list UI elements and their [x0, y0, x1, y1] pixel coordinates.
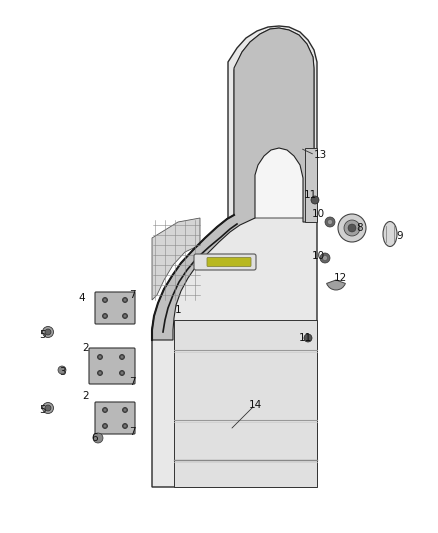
Circle shape	[45, 329, 51, 335]
Text: 2: 2	[83, 343, 89, 353]
Circle shape	[102, 297, 107, 303]
Circle shape	[99, 356, 101, 358]
Polygon shape	[152, 26, 317, 487]
Circle shape	[344, 220, 360, 236]
Polygon shape	[174, 320, 317, 487]
Circle shape	[124, 299, 126, 301]
FancyBboxPatch shape	[95, 402, 135, 434]
Circle shape	[102, 408, 107, 413]
Circle shape	[121, 356, 123, 358]
Polygon shape	[152, 218, 200, 300]
Text: 5: 5	[39, 330, 45, 340]
Wedge shape	[327, 280, 346, 290]
Polygon shape	[234, 28, 314, 218]
Circle shape	[99, 372, 101, 374]
Circle shape	[123, 424, 127, 429]
Ellipse shape	[383, 222, 397, 246]
Text: 10: 10	[311, 251, 325, 261]
Circle shape	[304, 334, 312, 342]
Circle shape	[120, 370, 124, 376]
Text: 8: 8	[357, 223, 363, 233]
Circle shape	[124, 425, 126, 427]
Circle shape	[104, 315, 106, 317]
Text: 11: 11	[304, 190, 317, 200]
Text: 13: 13	[313, 150, 327, 160]
Circle shape	[123, 297, 127, 303]
Circle shape	[42, 402, 53, 414]
Text: 11: 11	[298, 333, 311, 343]
FancyBboxPatch shape	[194, 254, 256, 270]
Text: 6: 6	[92, 433, 98, 443]
FancyBboxPatch shape	[95, 292, 135, 324]
Circle shape	[124, 409, 126, 411]
Circle shape	[42, 327, 53, 337]
Circle shape	[93, 433, 103, 443]
Circle shape	[320, 253, 330, 263]
Circle shape	[322, 255, 328, 261]
Circle shape	[325, 217, 335, 227]
Text: 7: 7	[129, 290, 135, 300]
Text: 9: 9	[397, 231, 403, 241]
Circle shape	[102, 424, 107, 429]
Circle shape	[123, 408, 127, 413]
Circle shape	[98, 370, 102, 376]
Circle shape	[124, 315, 126, 317]
Polygon shape	[152, 28, 317, 340]
Text: 7: 7	[129, 377, 135, 387]
Text: 7: 7	[129, 427, 135, 437]
Circle shape	[104, 409, 106, 411]
Circle shape	[348, 224, 356, 232]
Circle shape	[45, 405, 51, 411]
Circle shape	[58, 366, 66, 374]
Text: 10: 10	[311, 209, 325, 219]
Text: 2: 2	[83, 391, 89, 401]
Circle shape	[338, 214, 366, 242]
Circle shape	[328, 220, 332, 224]
Text: 12: 12	[333, 273, 346, 283]
Polygon shape	[305, 148, 317, 222]
Text: 5: 5	[39, 405, 45, 415]
Circle shape	[311, 196, 319, 204]
Circle shape	[104, 299, 106, 301]
Circle shape	[102, 313, 107, 319]
Text: 14: 14	[248, 400, 261, 410]
FancyBboxPatch shape	[207, 257, 251, 266]
Text: 1: 1	[175, 305, 181, 315]
Circle shape	[98, 354, 102, 359]
Circle shape	[121, 372, 123, 374]
Text: 4: 4	[79, 293, 85, 303]
Text: 3: 3	[59, 367, 65, 377]
FancyBboxPatch shape	[89, 348, 135, 384]
Circle shape	[120, 354, 124, 359]
Circle shape	[104, 425, 106, 427]
Circle shape	[123, 313, 127, 319]
